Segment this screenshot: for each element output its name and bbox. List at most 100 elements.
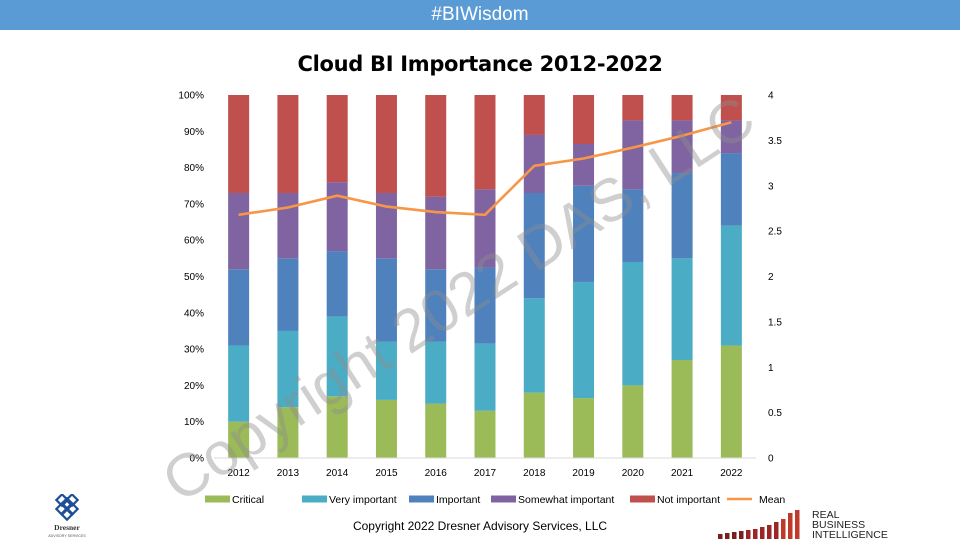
bar-segment: [375, 341, 397, 400]
bar-segment: [622, 95, 644, 121]
bar-segment: [622, 120, 644, 190]
bar-segment: [573, 185, 595, 282]
bar-segment: [326, 182, 348, 252]
rbi-bar: [767, 525, 772, 539]
bar-segment: [573, 95, 595, 145]
y-right-tick-label: 1: [768, 363, 774, 374]
bar-segment: [622, 189, 644, 262]
rbi-bar: [795, 510, 800, 539]
legend-swatch: [630, 495, 655, 503]
bar-segment: [425, 95, 447, 197]
bar-segment: [228, 345, 250, 422]
bar-segment: [720, 345, 742, 458]
rbi-line-2: BUSINESS: [812, 519, 865, 531]
dresner-logo-name: Dresner: [54, 523, 80, 532]
legend-swatch: [302, 495, 327, 503]
bar-segment: [523, 392, 545, 458]
y-right-tick-label: 3: [768, 181, 774, 192]
legend-swatch: [409, 495, 434, 503]
y-left-tick-label: 10%: [184, 417, 204, 428]
rbi-bar: [718, 534, 723, 539]
real-business-intelligence-logo: REAL BUSINESS INTELLIGENCE: [718, 509, 888, 540]
bar-segment: [720, 153, 742, 226]
x-tick-label: 2020: [622, 468, 645, 479]
legend-label: Mean: [759, 494, 785, 506]
bar-segment: [277, 330, 299, 408]
legend-label: Important: [436, 494, 480, 506]
bar-segment: [326, 316, 348, 397]
chart-title: Cloud BI Importance 2012-2022: [297, 52, 663, 76]
y-right-tick-label: 2.5: [768, 227, 782, 238]
bars-icon: [718, 510, 800, 539]
dresner-logo-sub: ADVISORY SERVICES: [48, 534, 86, 538]
rbi-bar: [739, 531, 744, 539]
bar-segment: [228, 269, 250, 346]
bar-segment: [228, 193, 250, 270]
bar-segment: [523, 298, 545, 393]
legend-swatch: [491, 495, 516, 503]
rbi-line-1: REAL: [812, 509, 840, 521]
y-left-tick-label: 40%: [184, 308, 204, 319]
bar-segment: [474, 343, 496, 411]
y-left-tick-label: 50%: [184, 272, 204, 283]
x-tick-label: 2016: [425, 468, 448, 479]
bar-segment: [375, 95, 397, 194]
y-left-tick-label: 80%: [184, 163, 204, 174]
y-left-tick-label: 20%: [184, 381, 204, 392]
bar-segment: [326, 95, 348, 183]
y-left-tick-label: 90%: [184, 127, 204, 138]
bar-segment: [573, 281, 595, 399]
legend-label: Not important: [657, 494, 720, 506]
y-right-tick-label: 4: [768, 91, 774, 102]
x-tick-label: 2014: [326, 468, 349, 479]
bar-segment: [573, 144, 595, 186]
bar-segment: [326, 251, 348, 317]
bar-segment: [671, 173, 693, 259]
y-left-tick-label: 60%: [184, 236, 204, 247]
bar-segment: [326, 396, 348, 458]
bar-segment: [671, 258, 693, 360]
bar-segment: [425, 341, 447, 404]
y-right-tick-label: 3.5: [768, 136, 782, 147]
rbi-bar: [732, 532, 737, 539]
knot-icon: [54, 494, 80, 522]
bar-segment: [474, 95, 496, 190]
bar-segment: [474, 267, 496, 344]
legend-label: Critical: [232, 494, 264, 506]
x-tick-label: 2012: [228, 468, 251, 479]
bar-segment: [375, 399, 397, 458]
bar-segment: [671, 95, 693, 121]
bar-segment: [720, 95, 742, 121]
bar-segment: [425, 269, 447, 342]
rbi-bar: [746, 530, 751, 539]
bar-segment: [277, 258, 299, 331]
rbi-bar: [760, 527, 765, 539]
x-tick-label: 2021: [671, 468, 694, 479]
legend-swatch: [205, 495, 230, 503]
bar-segment: [523, 95, 545, 135]
bar-segment: [277, 95, 299, 194]
x-tick-label: 2019: [572, 468, 595, 479]
y-left-tick-label: 0%: [190, 454, 205, 465]
rbi-bar: [788, 513, 793, 539]
y-left-tick-label: 30%: [184, 345, 204, 356]
banner: #BIWisdom: [0, 0, 960, 30]
legend-label: Somewhat important: [518, 494, 614, 506]
bar-segment: [720, 120, 742, 154]
bar-segment: [228, 95, 250, 194]
x-tick-label: 2013: [277, 468, 300, 479]
bar-segment: [720, 225, 742, 346]
dresner-logo: Dresner ADVISORY SERVICES: [48, 494, 86, 538]
legend-label: Very important: [329, 494, 397, 506]
banner-text: #BIWisdom: [431, 4, 529, 25]
rbi-line-3: INTELLIGENCE: [812, 529, 888, 540]
bar-segment: [622, 261, 644, 386]
y-left-tick-label: 70%: [184, 199, 204, 210]
y-right-tick-label: 0: [768, 454, 774, 465]
bar-segment: [228, 421, 250, 458]
y-right-tick-label: 2: [768, 272, 774, 283]
y-right-tick-label: 1.5: [768, 317, 782, 328]
bar-segment: [375, 193, 397, 259]
x-tick-label: 2018: [523, 468, 546, 479]
